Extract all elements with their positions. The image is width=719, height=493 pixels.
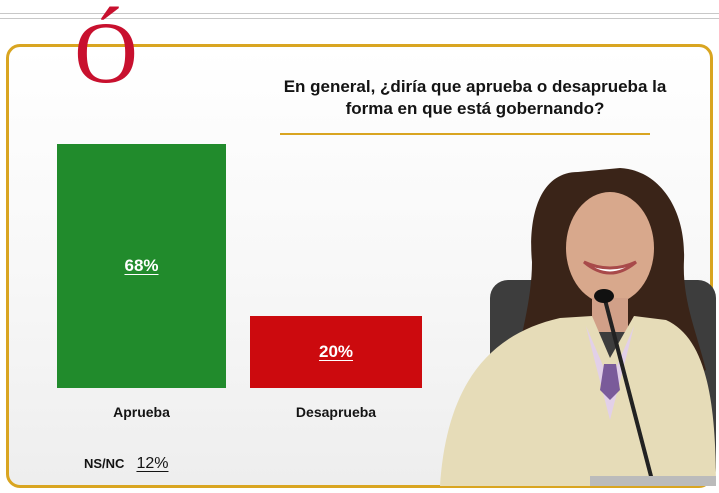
nsnc-row: NS/NC 12% xyxy=(84,455,168,473)
bar-desaprueba: 20% xyxy=(250,316,422,388)
top-rule xyxy=(0,18,719,19)
top-rule xyxy=(0,13,719,14)
face xyxy=(566,192,654,304)
nsnc-value: 12% xyxy=(136,455,169,472)
question-line-2: forma en que está gobernando? xyxy=(345,99,605,118)
politician-photo xyxy=(440,168,716,486)
nsnc-label: NS/NC xyxy=(84,456,125,471)
bar-value-label: 68% xyxy=(124,256,159,275)
smile xyxy=(583,260,637,275)
publication-logo: Ó xyxy=(74,5,138,96)
survey-question: En general, ¿diría que aprueba o desapru… xyxy=(270,76,680,120)
bar-value-label: 20% xyxy=(318,342,354,361)
category-label-desaprueba: Desaprueba xyxy=(295,404,377,420)
desk xyxy=(590,476,716,486)
microphone xyxy=(594,289,614,303)
blazer xyxy=(440,316,716,486)
bar-aprueba: 68% xyxy=(57,144,226,388)
category-label-aprueba: Aprueba xyxy=(113,404,170,420)
logo-letter: Ó xyxy=(74,5,138,96)
question-underline xyxy=(280,133,650,135)
blouse xyxy=(586,326,634,420)
blouse-pattern xyxy=(600,364,620,400)
microphone-stand xyxy=(602,295,654,481)
question-line-1: En general, ¿diría que aprueba o desapru… xyxy=(283,77,667,96)
